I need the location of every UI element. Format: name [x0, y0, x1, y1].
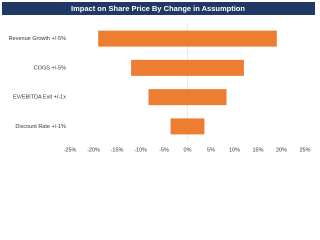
- x-tick-label: -10%: [134, 147, 147, 153]
- bar: [187, 89, 227, 106]
- category-label: COGS +/-5%: [34, 65, 66, 71]
- bar: [98, 30, 188, 47]
- title-banner: [2, 2, 315, 15]
- bar: [187, 59, 244, 76]
- chart-title: Impact on Share Price By Change in Assum…: [71, 4, 245, 13]
- x-tick-label: 10%: [229, 147, 240, 153]
- x-tick-label: -15%: [111, 147, 124, 153]
- bar: [131, 59, 188, 76]
- chart: Impact on Share Price By Change in Assum…: [2, 2, 315, 153]
- x-tick-label: -5%: [159, 147, 169, 153]
- x-tick-label: 25%: [299, 147, 310, 153]
- category-label: Revenue Growth +/-5%: [9, 36, 66, 42]
- x-tick-label: 5%: [207, 147, 215, 153]
- category-label: Discount Rate +/-1%: [15, 124, 66, 130]
- x-tick-label: -25%: [64, 147, 77, 153]
- x-tick-label: -20%: [87, 147, 100, 153]
- x-tick-label: 15%: [252, 147, 263, 153]
- bar: [187, 118, 205, 135]
- bar: [187, 30, 277, 47]
- bar: [170, 118, 188, 135]
- x-tick-label: 0%: [184, 147, 192, 153]
- bar: [148, 89, 188, 106]
- category-label: EV/EBITDA Exit +/-1x: [13, 95, 66, 101]
- x-tick-label: 20%: [276, 147, 287, 153]
